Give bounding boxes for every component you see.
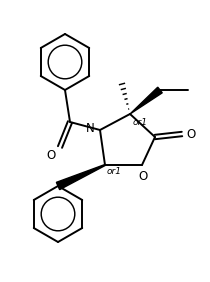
Text: or1: or1 — [107, 167, 122, 176]
Text: N: N — [86, 122, 95, 135]
Polygon shape — [56, 164, 105, 190]
Text: O: O — [186, 127, 195, 140]
Polygon shape — [130, 87, 162, 114]
Text: O: O — [138, 170, 148, 183]
Text: O: O — [47, 149, 56, 162]
Text: or1: or1 — [133, 118, 148, 127]
